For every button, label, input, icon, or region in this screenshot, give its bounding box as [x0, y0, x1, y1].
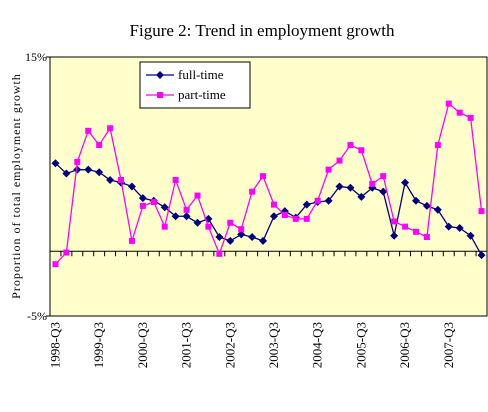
point — [303, 215, 310, 222]
x-tick-label: 2000-Q3 — [135, 322, 150, 368]
point — [336, 157, 343, 164]
point — [182, 212, 191, 221]
point — [391, 218, 398, 225]
point — [292, 215, 299, 222]
point — [107, 125, 114, 132]
point — [172, 177, 179, 184]
point — [422, 201, 431, 210]
point — [248, 233, 257, 242]
point — [369, 180, 376, 187]
point — [324, 196, 333, 205]
point — [216, 250, 223, 257]
x-tick-label: 2004-Q3 — [310, 322, 325, 368]
point — [455, 223, 464, 232]
point — [335, 182, 344, 191]
point — [260, 173, 267, 180]
point — [380, 173, 387, 180]
x-tick-label: 2006-Q3 — [397, 322, 412, 368]
point — [270, 201, 277, 208]
x-tick-label: 1999-Q3 — [91, 322, 106, 368]
x-tick-label: 2003-Q3 — [266, 322, 281, 368]
series-line — [54, 102, 483, 265]
point — [183, 206, 190, 213]
point — [467, 114, 474, 121]
point — [73, 165, 82, 174]
point — [411, 196, 420, 205]
legend-label: full-time — [178, 67, 224, 82]
point — [346, 183, 355, 192]
legend-marker — [157, 92, 163, 98]
x-tick-label: 2005-Q3 — [353, 322, 368, 368]
x-tick-label: 2002-Q3 — [222, 322, 237, 368]
x-tick-label: 1998-Q3 — [47, 322, 62, 368]
point — [51, 159, 60, 168]
point — [118, 177, 125, 184]
y-tick-label: 15% — [25, 50, 47, 64]
point — [456, 109, 463, 116]
y-tick-label: -5% — [27, 309, 47, 323]
point — [96, 142, 103, 149]
point — [390, 231, 399, 240]
point — [127, 182, 136, 191]
point — [478, 208, 485, 215]
point — [237, 230, 246, 239]
point — [205, 223, 212, 230]
legend-marker — [156, 71, 164, 79]
point — [314, 197, 321, 204]
point — [238, 226, 245, 233]
point — [402, 223, 409, 230]
point — [423, 234, 430, 241]
point — [249, 188, 256, 195]
point — [194, 192, 201, 199]
point — [128, 237, 135, 244]
point — [160, 203, 169, 212]
point — [150, 199, 157, 206]
point — [215, 233, 224, 242]
point — [138, 194, 147, 203]
point — [259, 236, 268, 245]
point — [302, 200, 311, 209]
point — [347, 142, 354, 149]
point — [434, 142, 441, 149]
point — [62, 169, 71, 178]
point — [193, 218, 202, 227]
legend-box — [139, 61, 251, 109]
point — [227, 219, 234, 226]
point — [433, 205, 442, 214]
point — [325, 166, 332, 173]
point — [379, 187, 388, 196]
point — [52, 261, 59, 268]
point — [95, 168, 104, 177]
point — [358, 147, 365, 154]
point — [477, 251, 486, 260]
point — [63, 249, 70, 256]
x-tick-label: 2007-Q3 — [441, 322, 456, 368]
point — [412, 228, 419, 235]
point — [281, 211, 288, 218]
x-tick-label: 2001-Q3 — [179, 322, 194, 368]
chart-title: Figure 2: Trend in employment growth — [130, 21, 395, 40]
point — [74, 158, 81, 165]
point — [466, 231, 475, 240]
point — [226, 236, 235, 245]
plot-area — [49, 56, 488, 317]
point — [139, 202, 146, 209]
point — [357, 192, 366, 201]
series-line — [55, 162, 483, 256]
point — [161, 223, 168, 230]
legend-label: part-time — [178, 87, 226, 102]
point — [84, 165, 93, 174]
point — [106, 176, 115, 185]
point — [269, 212, 278, 221]
point — [444, 222, 453, 231]
point — [171, 212, 180, 221]
y-axis-label: Proportion of total employment growth — [9, 73, 23, 299]
point — [401, 178, 410, 187]
point — [445, 100, 452, 107]
point — [85, 127, 92, 134]
